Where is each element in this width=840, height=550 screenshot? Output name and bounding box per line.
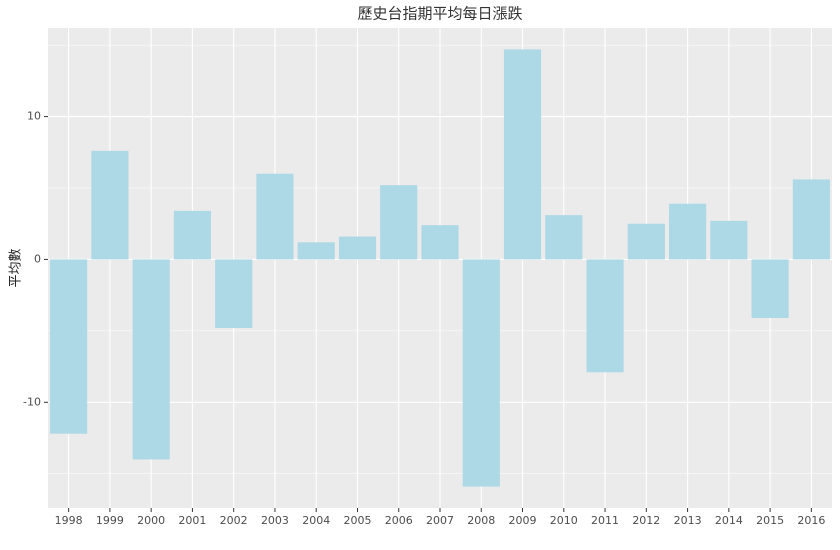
bar <box>503 49 542 260</box>
x-tick-label: 2009 <box>509 514 537 527</box>
y-axis-label: 平均數 <box>9 248 24 287</box>
x-tick-label: 2002 <box>220 514 248 527</box>
bar <box>91 150 129 260</box>
x-tick-label: 2006 <box>385 514 413 527</box>
bar <box>380 185 418 260</box>
x-tick-label: 2008 <box>467 514 495 527</box>
bar <box>751 259 789 318</box>
x-tick-label: 2011 <box>591 514 619 527</box>
bar <box>421 225 459 260</box>
bar <box>586 259 624 373</box>
bar <box>50 259 88 434</box>
bar <box>669 203 707 260</box>
x-tick-label: 2000 <box>137 514 165 527</box>
x-tick-label: 2005 <box>343 514 371 527</box>
x-tick-label: 2014 <box>715 514 743 527</box>
x-tick-label: 2013 <box>674 514 702 527</box>
bar <box>545 215 583 260</box>
bar <box>338 236 377 260</box>
bar <box>215 259 253 328</box>
x-tick-label: 2004 <box>302 514 330 527</box>
chart-title: 歷史台指期平均每日漲跌 <box>357 5 522 23</box>
y-tick-label: 0 <box>34 252 41 265</box>
x-tick-label: 2016 <box>797 514 825 527</box>
bar <box>627 223 665 260</box>
x-tick-label: 1998 <box>55 514 83 527</box>
x-tick-label: 2007 <box>426 514 454 527</box>
x-tick-label: 1999 <box>96 514 124 527</box>
bar <box>792 179 830 260</box>
x-tick-label: 2015 <box>756 514 784 527</box>
x-tick-label: 2003 <box>261 514 289 527</box>
y-tick-label: -10 <box>23 395 41 408</box>
bar <box>462 259 500 487</box>
bar <box>256 173 294 260</box>
x-tick-label: 2010 <box>550 514 578 527</box>
bar <box>132 259 170 460</box>
x-tick-label: 2012 <box>632 514 660 527</box>
x-tick-label: 2001 <box>178 514 206 527</box>
bar <box>297 242 335 260</box>
bar <box>710 220 748 260</box>
y-tick-label: 10 <box>27 110 41 123</box>
bar <box>173 210 211 260</box>
